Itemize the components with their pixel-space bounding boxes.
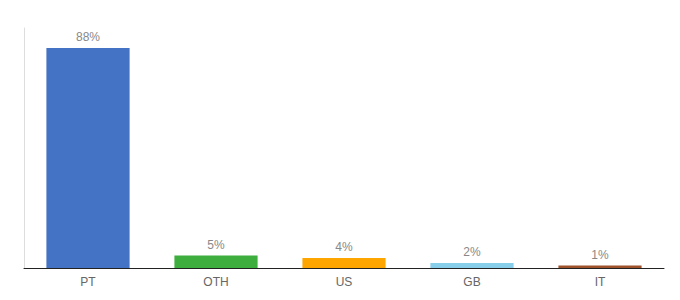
svg-text:1%: 1% bbox=[591, 248, 609, 262]
svg-text:OTH: OTH bbox=[203, 275, 228, 289]
svg-text:5%: 5% bbox=[207, 238, 225, 252]
svg-text:US: US bbox=[336, 275, 353, 289]
svg-text:2%: 2% bbox=[463, 245, 481, 259]
svg-text:4%: 4% bbox=[335, 240, 353, 254]
svg-text:GB: GB bbox=[463, 275, 480, 289]
svg-text:88%: 88% bbox=[76, 30, 100, 44]
svg-text:IT: IT bbox=[595, 275, 606, 289]
svg-text:PT: PT bbox=[80, 275, 96, 289]
